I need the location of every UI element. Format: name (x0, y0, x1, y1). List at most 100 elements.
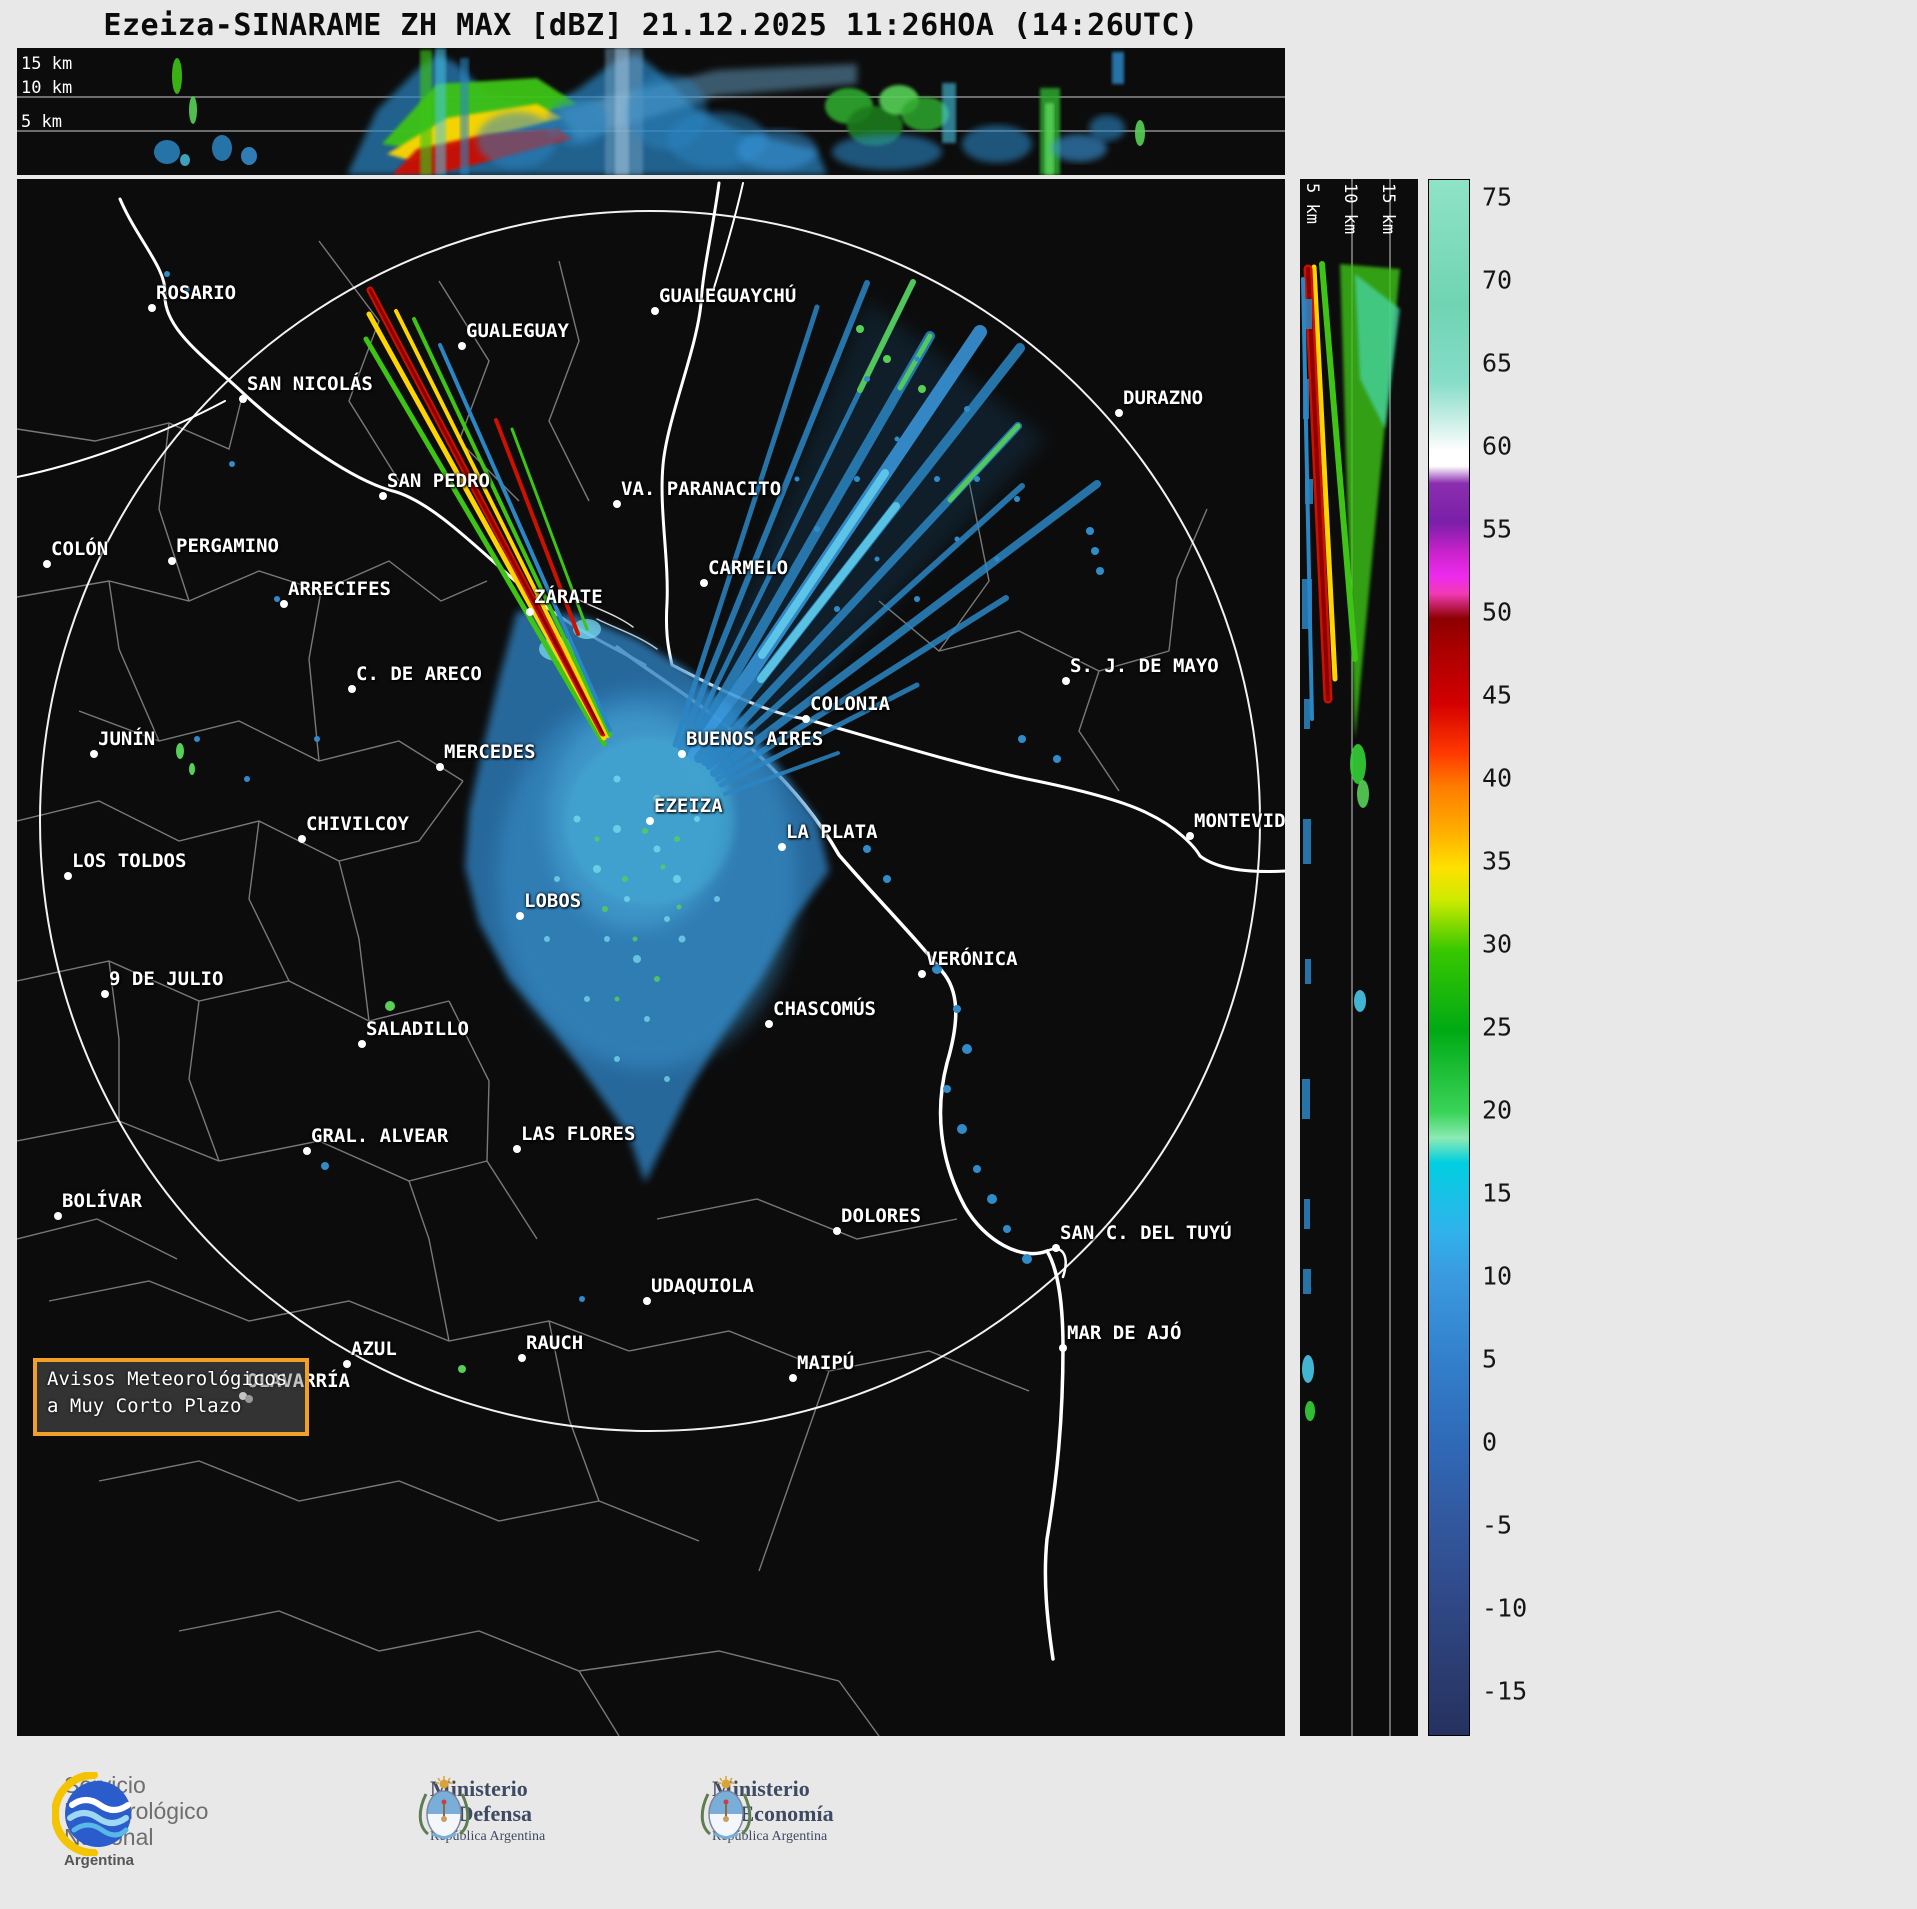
city-dot (765, 1020, 773, 1028)
city-dot (239, 1392, 247, 1400)
colorbar-tick-label: 40 (1482, 763, 1513, 793)
scattered-echoes (164, 271, 1104, 1302)
city-dot (348, 685, 356, 693)
city-label: GUALEGUAYCHÚ (659, 285, 797, 307)
defensa-text: Ministerio de Defensa República Argentin… (430, 1776, 545, 1845)
defensa-subtitle: República Argentina (430, 1829, 546, 1844)
warning-line-1: Avisos Meteorológicos (47, 1368, 288, 1390)
city-label: SAN PEDRO (387, 470, 490, 492)
city-dot (643, 1297, 651, 1305)
city-dot (280, 600, 288, 608)
city-label: OLAVARRÍA (247, 1370, 350, 1392)
city-dot (651, 307, 659, 315)
city-label: LOS TOLDOS (72, 850, 187, 872)
city-dot (802, 715, 810, 723)
city-dot-olavarria (245, 1395, 253, 1403)
altitude-label-5km: 5 km (21, 112, 62, 132)
nw-spike (363, 286, 612, 747)
city-dot (54, 1212, 62, 1220)
page-title: Ezeiza-SINARAME ZH MAX [dBZ] 21.12.2025 … (103, 8, 1199, 43)
city-label: ARRECIFES (288, 578, 391, 600)
echo-right-cells (825, 52, 1145, 175)
city-dot (1115, 409, 1123, 417)
city-label: BUENOS AIRES (686, 728, 824, 750)
colorbar-tick-label: 15 (1482, 1178, 1513, 1208)
colorbar-tick-label: 10 (1482, 1261, 1513, 1291)
city-label: MAR DE AJÓ (1067, 1322, 1182, 1344)
colorbar-tick-label: 45 (1482, 680, 1513, 710)
city-dot (518, 1354, 526, 1362)
echo-main-mass (347, 48, 857, 175)
delta-islands-2 (576, 598, 634, 628)
city-label: EZEIZA (654, 795, 723, 817)
city-label: MERCEDES (444, 741, 536, 763)
city-dot (43, 560, 51, 568)
city-dot (303, 1147, 311, 1155)
city-layer: ROSARIO GUALEGUAYCHÚ GUALEGUAY SAN NICOLÁS D… (17, 179, 1285, 1736)
colorbar-tick-label: 30 (1482, 929, 1513, 959)
altitude-label-v-15km: 15 km (1378, 183, 1398, 235)
city-label: DURAZNO (1123, 387, 1204, 409)
city-label: JUNÍN (98, 728, 156, 750)
city-dot (1059, 1344, 1067, 1352)
colorbar-tick-label: 60 (1482, 431, 1513, 461)
city-dot (148, 304, 156, 312)
main-map: ROSARIO GUALEGUAYCHÚ GUALEGUAY SAN NICOLÁS D… (17, 179, 1285, 1736)
altitude-label-v-10km: 10 km (1340, 183, 1360, 235)
map-graphic (17, 181, 1285, 1736)
uruguay-river (660, 181, 721, 667)
city-dot (646, 817, 654, 825)
city-dot (918, 970, 926, 978)
city-label: SALADILLO (366, 1018, 469, 1040)
altitude-label-v-5km: 5 km (1302, 183, 1322, 224)
city-label: GUALEGUAY (466, 320, 569, 342)
city-label: LAS FLORES (521, 1123, 636, 1145)
radar-echoes (164, 271, 1104, 1373)
colorbar-tick-label: -10 (1482, 1593, 1528, 1623)
colorbar-tick-label: -15 (1482, 1676, 1528, 1706)
city-dot (1062, 677, 1070, 685)
city-label: LA PLATA (786, 821, 878, 843)
defensa-coat-of-arms (416, 1776, 472, 1840)
right-cross-section: 5 km 10 km 15 km (1300, 179, 1418, 1736)
city-label: S. J. DE MAYO (1070, 655, 1219, 677)
city-dot (343, 1360, 351, 1368)
echo-left-cells (154, 58, 257, 166)
city-label: SAN NICOLÁS (247, 373, 373, 395)
city-label: CARMELO (708, 557, 789, 579)
warning-line-2: a Muy Corto Plazo (47, 1395, 242, 1417)
delta-islands (596, 618, 658, 650)
city-dot (700, 579, 708, 587)
city-dot (298, 835, 306, 843)
city-dot (833, 1227, 841, 1235)
city-label: VA. PARANACITO (621, 478, 782, 500)
colorbar-tick-label: 0 (1482, 1427, 1498, 1457)
altitude-label-10km: 10 km (21, 78, 73, 98)
city-label: CHASCOMÚS (773, 998, 876, 1020)
top-cross-section: 15 km 10 km 5 km (17, 48, 1285, 175)
colorbar-tick-label: 25 (1482, 1012, 1513, 1042)
colorbar-tick-label: 5 (1482, 1344, 1498, 1374)
arroyo-del-medio (17, 400, 226, 478)
city-label: 9 DE JULIO (109, 968, 224, 990)
right-cross-section-graphic (1301, 179, 1400, 1736)
city-label: CHIVILCOY (306, 813, 409, 835)
colorbar (1428, 179, 1470, 1736)
city-dot (516, 912, 524, 920)
colorbar-tick-label: -5 (1482, 1510, 1513, 1540)
colorbar-tick-label: 55 (1482, 514, 1513, 544)
radar-range-circle (39, 210, 1261, 1432)
city-dot (526, 608, 534, 616)
colorbar-tick-label: 50 (1482, 597, 1513, 627)
city-label: VERÓNICA (926, 948, 1018, 970)
city-label: LOBOS (524, 890, 582, 912)
uruguay-river-branch (712, 182, 744, 292)
city-label: PERGAMINO (176, 535, 279, 557)
colorbar-tick-label: 20 (1482, 1095, 1513, 1125)
city-dot (379, 492, 387, 500)
smn-logo-block: Servicio Meteorológico Nacional Argentin… (52, 1772, 208, 1869)
economia-logo-block: Ministerio de Economía República Argenti… (698, 1776, 834, 1845)
city-dot (239, 395, 247, 403)
footer: Servicio Meteorológico Nacional Argentin… (0, 1736, 1917, 1909)
